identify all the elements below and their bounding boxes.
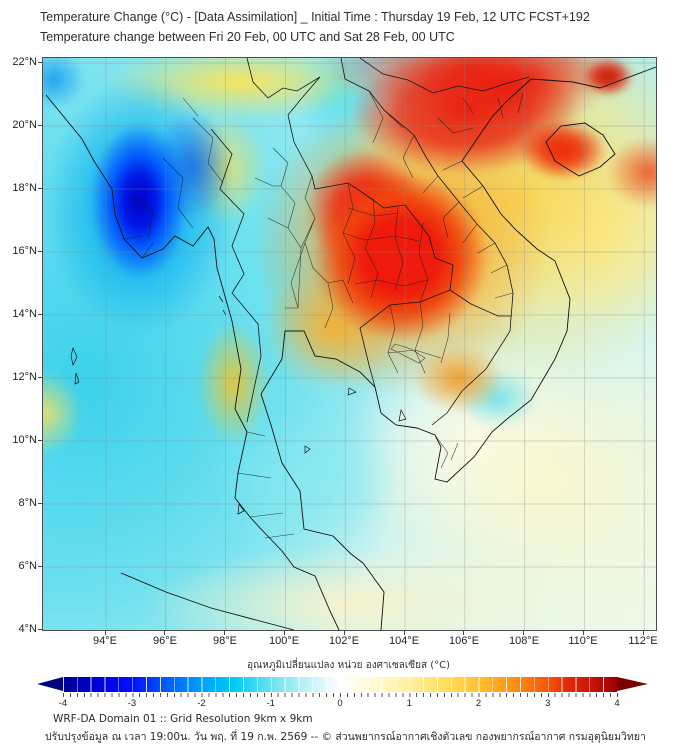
lat-tick-mark bbox=[38, 566, 42, 567]
country-borders bbox=[210, 58, 530, 426]
lon-tick-label: 94°E bbox=[93, 635, 117, 647]
lat-tick-mark bbox=[38, 440, 42, 441]
lon-tick-label: 106°E bbox=[448, 635, 480, 647]
figure-title: Temperature Change (°C) - [Data Assimila… bbox=[40, 10, 590, 24]
lat-tick-label: 6°N bbox=[18, 560, 37, 572]
lon-tick-mark bbox=[164, 631, 166, 635]
lon-tick-label: 108°E bbox=[508, 635, 540, 647]
lat-tick-label: 20°N bbox=[12, 119, 37, 131]
lat-tick-label: 12°N bbox=[12, 371, 37, 383]
lat-tick-mark bbox=[38, 503, 42, 504]
lat-tick-mark bbox=[38, 251, 42, 252]
lat-tick-mark bbox=[38, 629, 42, 630]
lat-tick-label: 16°N bbox=[12, 245, 37, 257]
lon-tick-mark bbox=[523, 631, 525, 635]
map-plot-area bbox=[42, 57, 657, 631]
colorbar-gradient bbox=[63, 677, 617, 692]
lat-tick-mark bbox=[38, 377, 42, 378]
lon-tick-label: 98°E bbox=[213, 635, 237, 647]
colorbar-tick-label: 1 bbox=[406, 698, 412, 709]
lat-tick-mark bbox=[38, 62, 42, 63]
lon-tick-mark bbox=[642, 631, 644, 635]
lat-tick-label: 18°N bbox=[12, 182, 37, 194]
lat-tick-mark bbox=[38, 188, 42, 189]
colorbar-min-arrow bbox=[37, 677, 63, 691]
colorbar-tick-label: -3 bbox=[127, 698, 137, 709]
temperature-anomaly-field bbox=[43, 58, 656, 630]
lat-tick-label: 22°N bbox=[12, 56, 37, 68]
domain-resolution-note: WRF-DA Domain 01 :: Grid Resolution 9km … bbox=[53, 713, 313, 725]
province-boundaries bbox=[123, 90, 524, 539]
colorbar-tick-label: -1 bbox=[266, 698, 275, 709]
island-outlines bbox=[70, 295, 407, 515]
lon-tick-mark bbox=[403, 631, 405, 635]
map-overlay bbox=[43, 58, 656, 630]
lat-tick-label: 10°N bbox=[12, 434, 37, 446]
colorbar-tick-label: 2 bbox=[475, 698, 482, 709]
coastlines bbox=[45, 66, 656, 630]
lon-tick-label: 96°E bbox=[153, 635, 177, 647]
lon-tick-mark bbox=[224, 631, 226, 635]
lat-tick-mark bbox=[38, 125, 42, 126]
colorbar-tick-label: -4 bbox=[58, 698, 68, 709]
update-credit-note: ปรับปรุงข้อมูล ณ เวลา 19:00น. วัน พฤ. ที… bbox=[45, 731, 646, 743]
lat-tick-label: 8°N bbox=[18, 497, 37, 509]
figure-subtitle: Temperature change between Fri 20 Feb, 0… bbox=[40, 30, 455, 44]
lon-tick-label: 112°E bbox=[628, 635, 658, 647]
colorbar-tick-label: 4 bbox=[614, 698, 620, 709]
graticule-gridlines bbox=[43, 58, 656, 630]
lon-tick-mark bbox=[283, 631, 285, 635]
colorbar-tick-label: 0 bbox=[337, 698, 343, 709]
colorbar-minor-ticks bbox=[63, 693, 618, 697]
lat-tick-label: 14°N bbox=[12, 308, 37, 320]
lat-tick-mark bbox=[38, 314, 42, 315]
lon-tick-label: 104°E bbox=[388, 635, 420, 647]
colorbar-title: อุณหภูมิเปลี่ยนแปลง หน่วย องศาเซลเซียส (… bbox=[246, 660, 451, 671]
lon-tick-label: 102°E bbox=[328, 635, 360, 647]
lon-tick-label: 110°E bbox=[568, 635, 598, 647]
colorbar-tick-label: 3 bbox=[545, 698, 551, 709]
colorbar-tick-label: -2 bbox=[197, 698, 206, 709]
lon-tick-mark bbox=[582, 631, 584, 635]
lon-tick-mark bbox=[104, 631, 106, 635]
lat-tick-label: 4°N bbox=[18, 623, 37, 635]
lon-tick-mark bbox=[463, 631, 465, 635]
lon-tick-label: 100°E bbox=[268, 635, 300, 647]
lon-tick-mark bbox=[343, 631, 345, 635]
colorbar-max-arrow bbox=[617, 677, 648, 691]
